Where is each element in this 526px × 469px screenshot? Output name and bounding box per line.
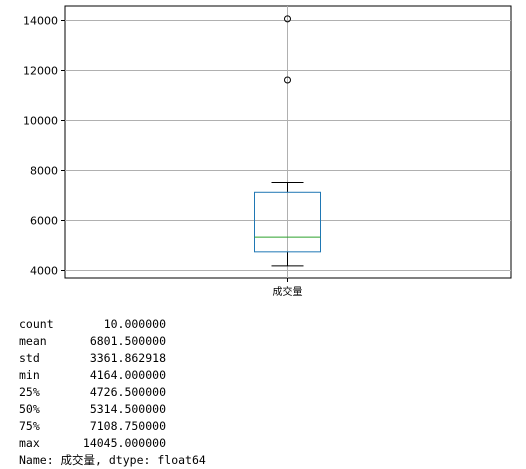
describe-value: 10.000000 [103,317,166,331]
describe-key: 50% [19,402,40,416]
describe-row: 50% 5314.500000 [19,401,206,418]
describe-value: 4164.000000 [89,368,166,382]
describe-footer: Name: 成交量, dtype: float64 [19,453,206,467]
describe-value: 3361.862918 [89,351,166,365]
box-series [254,15,321,267]
y-tick-label: 8000 [30,165,58,178]
describe-value: 5314.500000 [89,402,166,416]
describe-key: mean [19,334,47,348]
y-axis: 4000 6000 8000 10000 12000 14000 [23,15,65,278]
y-tick-label: 6000 [30,215,58,228]
describe-output: count 10.000000 mean 6801.500000 std 3361.862… [19,316,206,469]
describe-row: 75% 7108.750000 [19,418,206,435]
describe-row: mean 6801.500000 [19,333,206,350]
grid-lines [65,6,511,278]
describe-value: 14045.000000 [82,436,166,450]
describe-key: std [19,351,40,365]
describe-row: std 3361.862918 [19,350,206,367]
outlier-point [284,15,291,23]
describe-key: count [19,317,54,331]
y-tick-label: 12000 [23,65,58,78]
y-tick-label: 14000 [23,15,58,28]
describe-value: 6801.500000 [89,334,166,348]
y-tick-label: 4000 [30,265,58,278]
describe-key: 75% [19,419,40,433]
iqr-box [254,191,321,253]
box-plot: 4000 6000 8000 10000 12000 14000 成交量 [23,5,512,298]
describe-row: min 4164.000000 [19,367,206,384]
describe-row: max 14045.000000 [19,435,206,452]
describe-key: min [19,368,40,382]
describe-value: 7108.750000 [89,419,166,433]
describe-key: max [19,436,40,450]
outlier-point [284,76,291,84]
describe-value: 4726.500000 [89,385,166,399]
y-tick-label: 10000 [23,115,58,128]
describe-key: 25% [19,385,40,399]
describe-row: 25% 4726.500000 [19,384,206,401]
x-tick-label: 成交量 [273,285,303,298]
x-axis: 成交量 [273,278,303,298]
describe-row: count 10.000000 [19,316,206,333]
